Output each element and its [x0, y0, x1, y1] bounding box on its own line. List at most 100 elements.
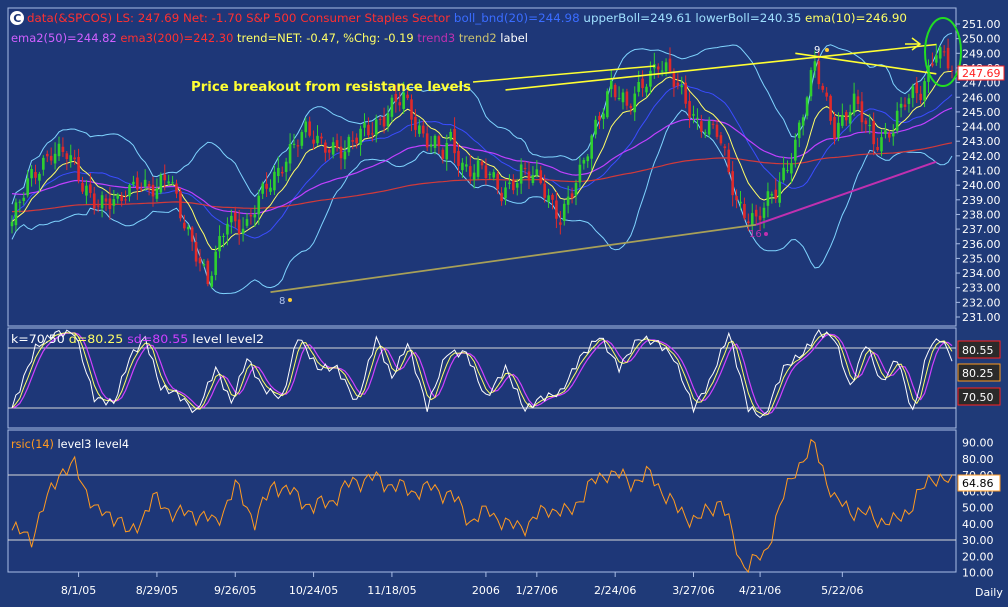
candle-body	[453, 128, 456, 154]
resistance-trendline	[505, 43, 937, 91]
candle-body	[582, 160, 586, 164]
candle-body	[237, 219, 241, 234]
annotation-pointer	[472, 65, 656, 83]
candle-body	[316, 135, 319, 144]
price-legend-line2: ema2(50)=244.82 ema3(200)=242.30 trend=N…	[11, 31, 528, 45]
candle-body	[919, 93, 922, 101]
candle-body	[680, 85, 684, 88]
date-tick-label: 8/1/05	[61, 584, 96, 597]
candle-body	[629, 105, 633, 109]
candle-body	[899, 103, 903, 108]
candle-body	[480, 161, 484, 166]
candle-body	[719, 135, 723, 144]
candle-body	[570, 193, 574, 199]
descending-trendline	[795, 52, 937, 75]
label-16: 16	[749, 229, 762, 240]
candle-body	[492, 172, 496, 178]
candle-body	[394, 94, 398, 102]
candle-body	[155, 188, 159, 199]
candle-body	[468, 166, 472, 177]
date-tick-label: 2/24/06	[594, 584, 636, 597]
candle-body	[414, 116, 417, 130]
candle-body	[112, 199, 116, 206]
candle-body	[903, 104, 907, 107]
candle-body	[202, 264, 206, 266]
date-tick-label: 3/27/06	[672, 584, 714, 597]
candle-body	[128, 185, 131, 197]
candle-body	[891, 132, 895, 137]
candle-body	[625, 91, 629, 106]
price-tick-label: 241.00	[962, 165, 1001, 178]
svg-text:80.25: 80.25	[962, 367, 994, 380]
candle-body	[711, 123, 715, 125]
candle-body	[770, 193, 774, 196]
candle-body	[120, 195, 123, 202]
candle-body	[445, 143, 449, 160]
candle-body	[515, 182, 519, 188]
candle-body	[715, 124, 719, 137]
candle-body	[171, 182, 174, 184]
price-tick-label: 244.00	[962, 121, 1001, 134]
candle-body	[531, 175, 535, 184]
candle-body	[147, 183, 151, 187]
candle-body	[355, 137, 358, 144]
rsi-tick-label: 50.00	[962, 502, 994, 515]
label-9: 9	[814, 45, 820, 56]
candle-body	[402, 92, 405, 110]
candle-body	[598, 115, 601, 121]
candle-body	[876, 146, 879, 151]
candle-body	[378, 118, 382, 120]
candle-body	[151, 184, 155, 197]
candle-body	[277, 167, 280, 177]
candle-body	[613, 84, 617, 98]
price-tick-label: 243.00	[962, 135, 1001, 148]
date-axis: 8/1/05 8/29/05 9/26/05 10/24/05 11/18/05 2006…	[61, 572, 864, 597]
candle-body	[829, 95, 832, 121]
candle-body	[942, 51, 946, 53]
candle-body	[566, 196, 570, 205]
candle-body	[512, 180, 515, 191]
candle-body	[786, 170, 789, 172]
candle-body	[782, 167, 785, 181]
candle-body	[257, 195, 261, 215]
candle-body	[92, 193, 96, 209]
candle-body	[167, 181, 170, 184]
candle-body	[461, 162, 464, 171]
candle-body	[856, 96, 860, 104]
candle-body	[89, 184, 92, 193]
candle-body	[222, 235, 225, 237]
candle-body	[750, 213, 754, 226]
candle-body	[794, 139, 797, 161]
candle-body	[727, 149, 731, 173]
candle-body	[53, 153, 57, 164]
candle-body	[226, 223, 229, 235]
candle-body	[766, 191, 770, 206]
rsi-tick-label: 80.00	[962, 453, 994, 466]
candle-body	[421, 125, 425, 134]
candle-body	[45, 153, 49, 157]
candle-body	[284, 161, 288, 172]
candle-body	[69, 155, 73, 162]
candle-body	[731, 171, 734, 196]
candle-body	[324, 142, 327, 153]
candle-body	[543, 183, 546, 198]
candle-body	[555, 200, 558, 219]
rsi-tick-label: 20.00	[962, 550, 994, 563]
breakout-arrow-icon	[905, 37, 922, 51]
svg-text:247.69: 247.69	[962, 67, 1001, 80]
price-tick-label: 238.00	[962, 208, 1001, 221]
candle-body	[574, 183, 578, 196]
candle-body	[280, 171, 284, 174]
stoch-k-line	[11, 329, 953, 419]
candle-body	[261, 183, 264, 194]
candle-body	[190, 227, 194, 242]
candle-body	[868, 124, 872, 127]
stoch-legend: k=70.50 d=80.25 sd=80.55 level level2	[11, 332, 264, 346]
candle-body	[602, 113, 605, 120]
candle-body	[801, 117, 805, 126]
price-tick-label: 232.00	[962, 296, 1001, 309]
candle-body	[848, 112, 852, 124]
date-tick-label: 8/29/05	[136, 584, 178, 597]
candle-body	[233, 212, 237, 222]
